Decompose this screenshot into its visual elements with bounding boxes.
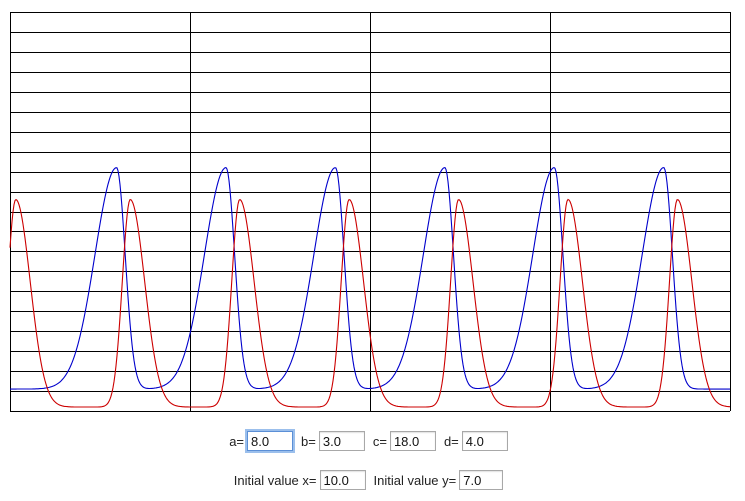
initial-y-input[interactable] xyxy=(459,470,504,490)
d-label: d= xyxy=(443,433,459,449)
b-input[interactable] xyxy=(318,431,365,451)
a-label: a= xyxy=(229,433,245,449)
parameter-row: a= b= c= d= xyxy=(0,430,745,452)
c-input[interactable] xyxy=(389,431,436,451)
b-label: b= xyxy=(301,433,316,449)
initial-values-row: Initial value x= Initial value y= xyxy=(0,469,745,491)
series-line-predator xyxy=(9,198,730,408)
initial-y-label: Initial value y= xyxy=(373,472,457,488)
c-label: c= xyxy=(372,433,387,449)
a-input[interactable] xyxy=(247,431,294,451)
d-input[interactable] xyxy=(461,431,508,451)
population-plot xyxy=(9,12,731,412)
series-line-prey xyxy=(10,166,730,390)
initial-x-label: Initial value x= xyxy=(233,472,317,488)
plot-grid xyxy=(10,12,731,412)
initial-x-input[interactable] xyxy=(319,470,366,490)
